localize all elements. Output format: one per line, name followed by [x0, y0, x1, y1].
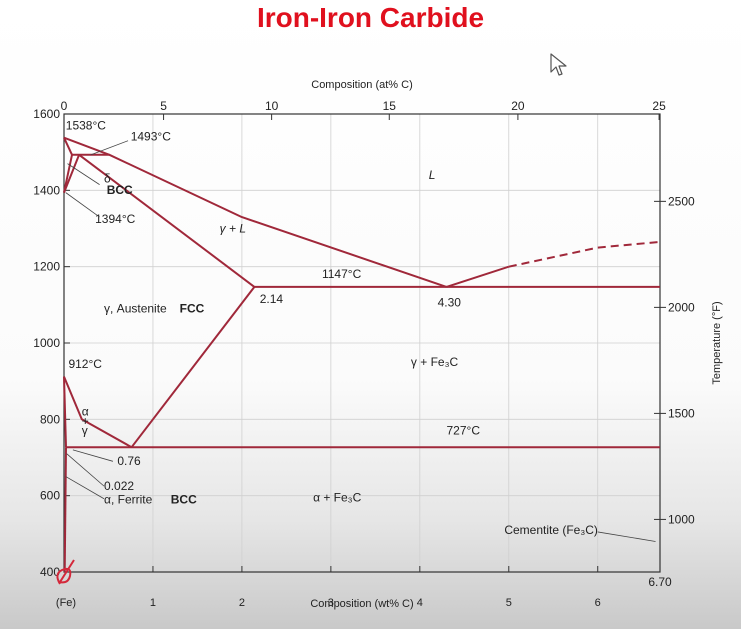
annotation-label: 1538°C: [66, 118, 106, 132]
series-delta-solidus: [63, 137, 73, 156]
x-tick-label: 6: [595, 597, 601, 609]
leader-1493: [90, 140, 129, 156]
slide-title: Iron-Iron Carbide: [256, 2, 485, 33]
leader-0.76: [72, 449, 114, 462]
y2-tick-label: 2000: [668, 300, 695, 314]
series-alpha-gamma-boundary: [63, 376, 67, 448]
annotation-label: 0.76: [117, 454, 141, 468]
x-tick-label: 1: [150, 597, 156, 609]
y-tick-label: 1000: [33, 336, 60, 350]
x-tick-label: (Fe): [56, 597, 76, 609]
y-tick-label: 1200: [33, 260, 60, 274]
y-tick-label: 1400: [33, 183, 60, 197]
x2-tick-label: 20: [511, 99, 525, 113]
annotation-label: δ: [104, 172, 111, 186]
annotation-label: 0.022: [104, 479, 134, 493]
x2-tick-label: 10: [265, 99, 279, 113]
x2-tick-label: 25: [652, 99, 666, 113]
series-liquidus-right: [446, 265, 510, 288]
handwritten-mark: [56, 559, 75, 585]
x2-axis-label: Composition (at% C): [311, 79, 412, 91]
annotation-label: 1493°C: [131, 130, 171, 144]
x-axis-label: Composition (wt% C): [310, 598, 413, 610]
axes-layer: (Fe) 1 2 3 4 5 6 6.70 Composition (wt% C) 400 600 8…: [33, 79, 723, 610]
leader-ferrite: [65, 476, 105, 500]
leader-0.022: [66, 453, 105, 487]
extra-layer: [56, 140, 656, 585]
annotation-label: FCC: [180, 301, 205, 315]
y2-tick-label: 1500: [668, 406, 695, 420]
x-tick-label: 4: [417, 597, 423, 609]
y2-axis-label: Temperature (°F): [711, 301, 723, 384]
annotation-label: γ + L: [220, 221, 246, 235]
annotation-label: Cementite (Fe₃C): [504, 523, 598, 537]
series-layer: [63, 136, 661, 573]
leader-cementite: [597, 531, 656, 542]
x2-tick-label: 0: [61, 99, 68, 113]
y2-tick-label: 2500: [668, 194, 695, 208]
x-tick-label: 5: [506, 597, 512, 609]
series-austenite-solidus: [78, 154, 256, 288]
annotation-label: γ + Fe₃C: [411, 355, 459, 369]
y-tick-label: 1600: [33, 107, 60, 121]
y2-tick-label: 1000: [668, 512, 695, 526]
series-delta-gamma-lower: [63, 154, 81, 193]
series-solvus-line: [63, 447, 67, 573]
annotation-label: BCC: [171, 492, 197, 506]
annotation-label: 912°C: [68, 357, 102, 371]
annotation-label: +: [82, 414, 89, 428]
annotation-label: α: [82, 405, 89, 419]
annotation-label: α, Ferrite: [104, 492, 153, 506]
annotation-label: L: [429, 168, 436, 182]
leader-1394: [65, 192, 100, 218]
leader-delta: [67, 163, 100, 185]
series-liquidus-left: [63, 136, 447, 288]
y-tick-label: 400: [40, 565, 60, 579]
annotation-label: 2.14: [260, 292, 284, 306]
annotation-label: 1394°C: [95, 212, 135, 226]
x-end-label: 6.70: [648, 575, 672, 589]
annotation-label: 727°C: [447, 424, 481, 438]
y-tick-label: 600: [40, 489, 60, 503]
x2-tick-label: 5: [160, 99, 167, 113]
annotation-label: γ, Austenite: [104, 301, 167, 315]
x-tick-label: 2: [239, 597, 245, 609]
x2-tick-label: 15: [383, 99, 397, 113]
series-a3-line: [63, 376, 133, 449]
y-tick-label: 800: [40, 412, 60, 426]
annotation-label: BCC: [107, 183, 133, 197]
annotation-label: 1147°C: [322, 267, 362, 281]
annotation-label: 4.30: [438, 296, 462, 310]
arrow-cursor-icon: [550, 53, 567, 76]
annotation-label: α + Fe₃C: [313, 490, 362, 504]
grid-layer: [64, 114, 660, 572]
annotation-label: γ: [82, 424, 88, 438]
series-delta-gamma-upper: [63, 154, 73, 193]
series-acm-line: [130, 286, 256, 448]
series-liquidus-right-dashed: [508, 240, 661, 268]
x-tick-label: 3: [328, 597, 334, 609]
